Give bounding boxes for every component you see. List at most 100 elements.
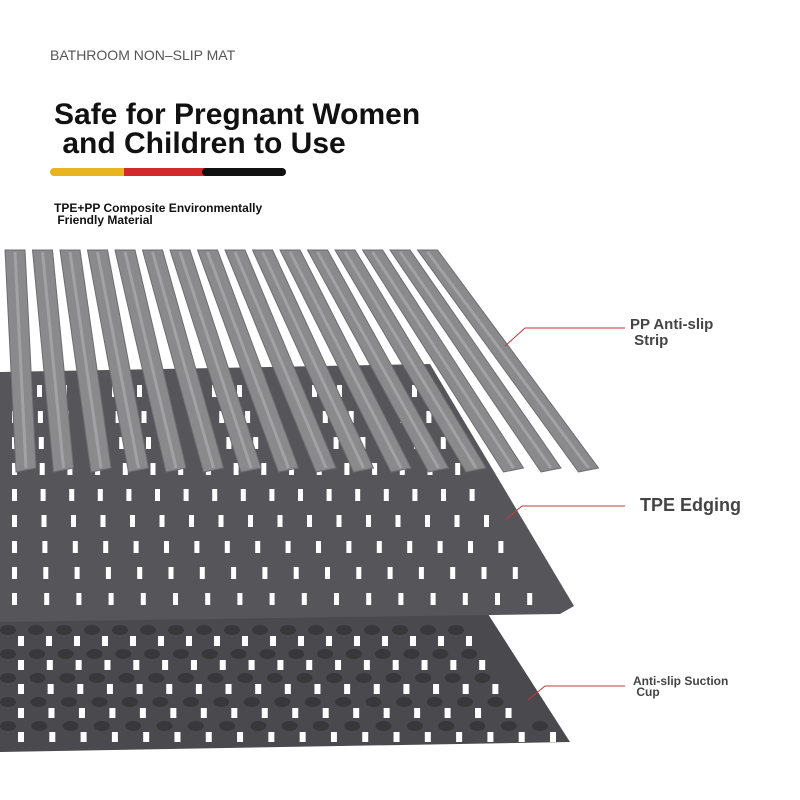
slot [527,593,533,605]
suction-cup [280,625,296,635]
slot [475,708,482,718]
slot [298,636,304,646]
suction-cup [426,697,443,707]
slot [133,660,140,670]
slot [122,463,128,475]
suction-cup [500,721,517,731]
callout-label: Strip [630,332,669,349]
slot [299,732,306,742]
suction-cup [56,625,72,635]
title-line: and Children to Use [54,127,346,160]
strip-ridge [41,251,65,469]
strip-ridge [426,251,590,469]
suction-cup [88,673,105,683]
slot [139,708,146,718]
slot [189,515,194,527]
suction-cup [213,697,230,707]
suction-cup [281,721,298,731]
slot [219,411,225,423]
slot [130,515,135,527]
slot [199,567,205,579]
slot [437,541,443,553]
strip-layer [4,249,600,473]
slot [137,385,142,397]
suction-cup [29,673,46,683]
suction-cup [317,649,334,659]
suction-cup [415,673,432,683]
slot [47,684,54,694]
slot [410,636,416,646]
slot [164,541,169,553]
slot [18,684,24,694]
slot [337,385,342,397]
slot [326,489,332,501]
slot [261,463,267,475]
callout-label: PP Anti-slip [630,316,714,333]
slot [312,385,317,397]
slot [363,660,370,670]
slot [12,489,17,501]
slot [456,732,463,742]
slot [245,411,251,423]
strip-ridge [96,251,140,469]
callout-label: TPE Edging [640,495,741,515]
slot [293,567,299,579]
slot [40,489,46,501]
suction-cup [31,721,48,731]
slot [18,732,24,742]
slot [382,636,388,646]
slot [392,660,399,670]
callout-line [527,685,625,701]
slot [455,463,461,475]
slot [48,708,55,718]
slot [261,708,268,718]
strip-ridge [371,251,515,469]
slot [111,732,118,742]
suction-cup [148,673,165,683]
slot [366,593,372,605]
slot [468,541,473,553]
slot [376,541,382,553]
slot [233,463,239,475]
slot [326,636,332,646]
callout-line [504,327,625,347]
callout-label: Cup [633,685,660,699]
slot [143,732,150,742]
slot [41,515,47,527]
slot [104,660,111,670]
slot [106,684,113,694]
suction-cup [152,697,169,707]
slot [466,636,472,646]
slot [18,708,24,718]
slot [78,708,85,718]
suction-cup [230,649,247,659]
suction-cup [274,697,291,707]
slot [322,411,328,423]
suction-cup [84,625,100,635]
slot [426,411,432,423]
suction-cup [0,673,16,683]
slot [298,489,303,501]
slot [159,515,165,527]
strip-ridge [288,251,403,469]
slot [39,463,45,475]
suction-cup [336,625,352,635]
strip-ridge [68,251,103,469]
suction-cup [237,673,254,683]
slot [407,541,413,553]
suction-cup [0,625,16,635]
slot [237,732,244,742]
slot [231,708,238,718]
slot [136,684,143,694]
suction-cup [144,649,161,659]
slot [133,541,139,553]
suction-cup [59,673,76,683]
slot [492,684,499,694]
slot [186,636,192,646]
slot [190,660,197,670]
slot [173,593,178,605]
slot [72,541,78,553]
slot [285,541,291,553]
suction-cup [0,721,16,731]
suction-cup [288,649,305,659]
